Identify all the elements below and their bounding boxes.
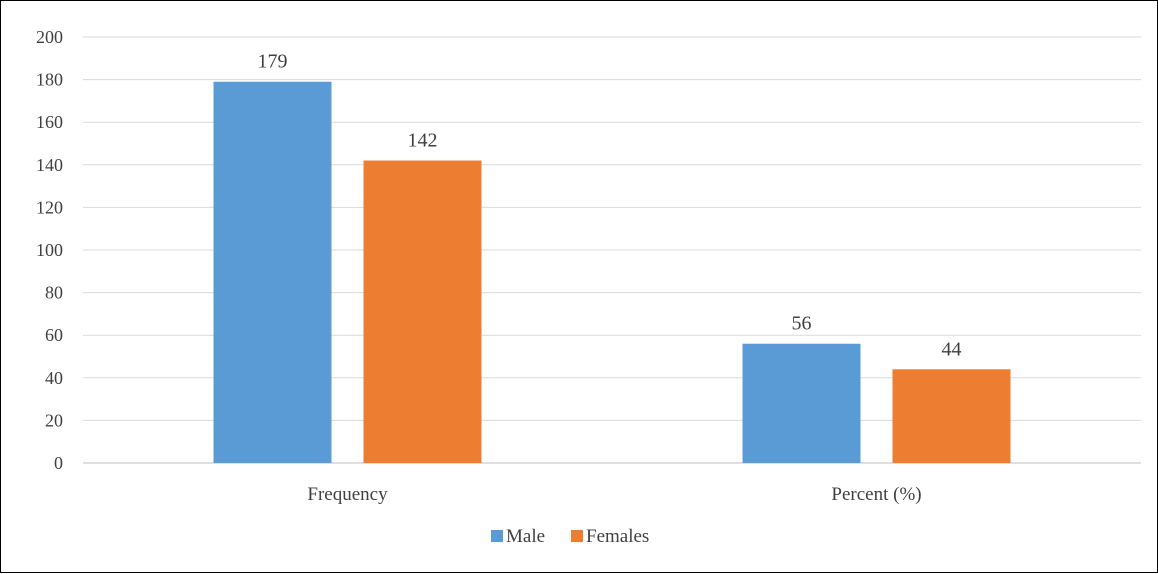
x-category-label: Percent (%) bbox=[831, 484, 921, 505]
legend-label-male: Male bbox=[506, 526, 545, 547]
y-tick-label: 120 bbox=[36, 197, 63, 217]
legend-label-females: Females bbox=[586, 526, 649, 547]
data-label: 44 bbox=[942, 338, 962, 360]
y-tick-label: 40 bbox=[45, 368, 63, 388]
y-tick-label: 60 bbox=[45, 325, 63, 345]
bar-male-0 bbox=[213, 81, 332, 463]
y-tick-label: 200 bbox=[36, 27, 63, 47]
bar-females-1 bbox=[892, 369, 1011, 463]
bar-male-1 bbox=[742, 343, 861, 463]
data-label: 142 bbox=[408, 130, 438, 152]
legend-swatch-male bbox=[491, 530, 503, 542]
y-tick-label: 140 bbox=[36, 155, 63, 175]
bars bbox=[213, 81, 1011, 464]
y-tick-label: 80 bbox=[45, 283, 63, 303]
bar-females-0 bbox=[363, 160, 482, 464]
data-labels: 179 142 56 44 bbox=[258, 51, 962, 361]
legend: Male Females bbox=[491, 526, 649, 547]
y-tick-label: 100 bbox=[36, 240, 63, 260]
y-tick-label: 160 bbox=[36, 112, 63, 132]
y-axis-tick-labels: 0 20 40 60 80 100 120 140 160 180 200 bbox=[36, 27, 63, 473]
y-tick-label: 180 bbox=[36, 70, 63, 90]
y-tick-label: 0 bbox=[54, 453, 63, 473]
legend-swatch-females bbox=[571, 530, 583, 542]
data-label: 179 bbox=[258, 51, 288, 73]
x-category-label: Frequency bbox=[307, 484, 388, 505]
y-tick-label: 20 bbox=[45, 410, 63, 430]
x-axis-category-labels: Frequency Percent (%) bbox=[307, 484, 921, 505]
data-label: 56 bbox=[792, 313, 812, 335]
